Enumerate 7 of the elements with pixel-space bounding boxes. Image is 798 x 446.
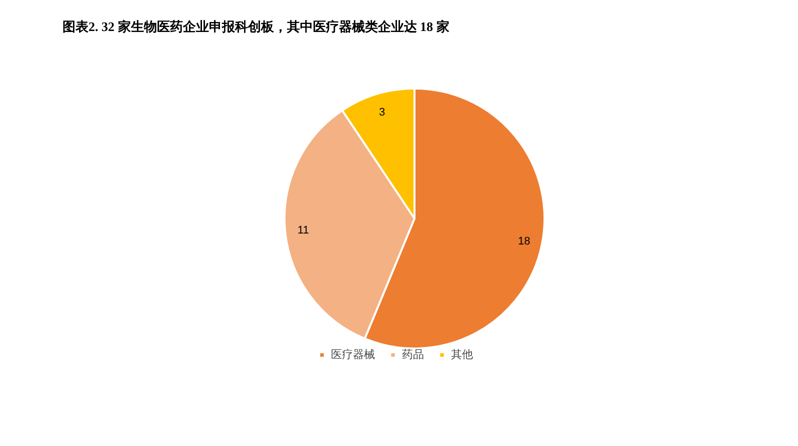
data-label: 3 <box>378 106 386 119</box>
legend-label: 药品 <box>402 347 424 362</box>
data-label: 11 <box>298 224 309 236</box>
legend-label: 其他 <box>451 347 473 362</box>
chart-title: 图表2. 32 家生物医药企业申报科创板，其中医疗器械类企业达 18 家 <box>62 19 450 34</box>
legend-label: 医疗器械 <box>331 347 375 362</box>
data-label: 18 <box>518 235 530 248</box>
